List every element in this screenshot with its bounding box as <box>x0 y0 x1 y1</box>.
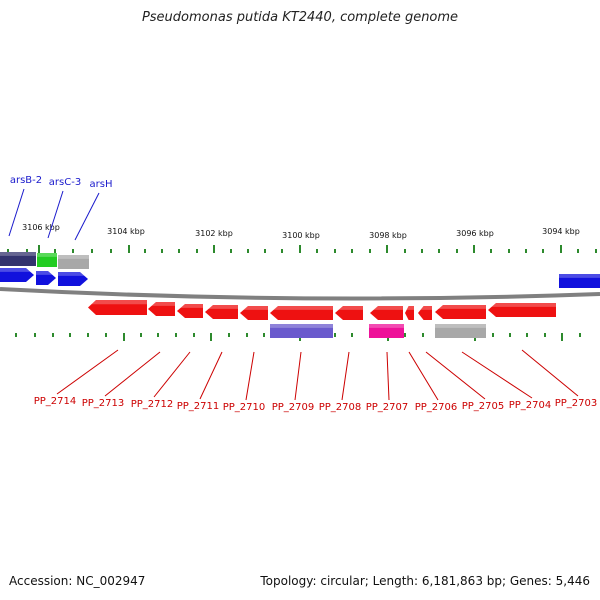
map-title: Pseudomonas putida KT2440, complete geno… <box>141 10 459 25</box>
gene-label[interactable]: PP_2711 <box>177 401 220 412</box>
gene-callout-line <box>8 188 25 237</box>
gene-highlight <box>151 302 175 306</box>
gene-highlight <box>37 253 57 257</box>
gene-callout-line <box>425 351 486 400</box>
accession-text: Accession: NC_002947 <box>9 574 146 588</box>
gene-callout-line <box>47 190 64 239</box>
kbp-scale-label: 3094 kbp <box>542 227 580 236</box>
gene-label[interactable]: PP_2703 <box>555 398 598 409</box>
gene-label[interactable]: PP_2704 <box>509 400 552 411</box>
gene-label[interactable]: arsC-3 <box>49 177 81 188</box>
gene-label[interactable]: arsB-2 <box>10 175 42 186</box>
gene-highlight <box>420 306 432 310</box>
gene-feature[interactable] <box>335 306 363 320</box>
gene-callout-line <box>153 351 191 398</box>
gene-label[interactable]: PP_2713 <box>82 398 125 409</box>
gene-feature[interactable] <box>270 306 333 320</box>
gene-label[interactable]: PP_2709 <box>272 402 315 413</box>
gene-feature[interactable] <box>148 302 175 316</box>
gene-feature[interactable] <box>418 306 432 320</box>
gene-highlight <box>373 306 403 310</box>
gene-highlight <box>208 305 238 309</box>
gene-highlight <box>438 305 486 309</box>
gene-callout-line <box>521 349 579 397</box>
gene-feature[interactable] <box>58 255 89 269</box>
gene-highlight <box>58 255 89 259</box>
gene-highlight <box>435 324 486 328</box>
kbp-scale-label: 3098 kbp <box>369 231 407 240</box>
gene-highlight <box>273 306 333 310</box>
gene-feature[interactable] <box>58 272 88 286</box>
kbp-scale-label: 3106 kbp <box>22 223 60 232</box>
kbp-scale-label: 3102 kbp <box>195 229 233 238</box>
gene-callout-line <box>461 351 533 399</box>
gene-label[interactable]: arsH <box>90 179 113 190</box>
gene-label[interactable]: PP_2706 <box>415 402 458 413</box>
gene-callout-line <box>294 351 302 401</box>
gene-feature[interactable] <box>0 252 36 266</box>
gene-highlight <box>559 274 600 278</box>
gene-feature[interactable] <box>205 305 238 319</box>
gene-feature[interactable] <box>488 303 556 317</box>
kbp-scale-label: 3096 kbp <box>456 229 494 238</box>
genome-summary-text: Topology: circular; Length: 6,181,863 bp… <box>260 574 590 588</box>
kbp-scale-label: 3104 kbp <box>107 227 145 236</box>
gene-callout-line <box>199 351 223 400</box>
gene-callout-line <box>74 192 100 241</box>
gene-callout-line <box>341 351 350 401</box>
gene-label[interactable]: PP_2705 <box>462 401 505 412</box>
gene-callout-line <box>408 351 439 401</box>
gene-feature[interactable] <box>559 274 600 288</box>
gene-label[interactable]: PP_2707 <box>366 402 409 413</box>
gene-label[interactable]: PP_2710 <box>223 402 266 413</box>
gene-feature[interactable] <box>37 253 57 267</box>
gene-feature[interactable] <box>270 324 333 338</box>
gene-highlight <box>180 304 203 308</box>
gene-feature[interactable] <box>435 305 486 319</box>
gene-highlight <box>406 306 414 310</box>
gene-label[interactable]: PP_2708 <box>319 402 362 413</box>
gene-highlight <box>491 303 556 307</box>
gene-highlight <box>338 306 363 310</box>
gene-highlight <box>58 272 85 276</box>
gene-highlight <box>270 324 333 328</box>
gene-highlight <box>369 324 404 328</box>
gene-highlight <box>36 271 53 275</box>
gene-highlight <box>91 300 147 305</box>
gene-highlight <box>0 268 31 272</box>
gene-feature[interactable] <box>405 306 414 320</box>
gene-label[interactable]: PP_2714 <box>34 396 77 407</box>
gene-feature[interactable] <box>36 271 56 285</box>
gene-feature[interactable] <box>369 324 404 338</box>
gene-callout-line <box>386 351 390 401</box>
gene-highlight <box>243 306 268 310</box>
genome-backbone <box>0 287 600 301</box>
gene-callout-line <box>245 351 255 401</box>
gene-feature[interactable] <box>435 324 486 338</box>
gene-callout-line <box>56 349 119 395</box>
gene-callout-line <box>104 351 161 397</box>
gene-feature[interactable] <box>177 304 203 318</box>
gene-highlight <box>0 252 36 256</box>
gene-feature[interactable] <box>0 268 34 282</box>
gene-feature[interactable] <box>370 306 403 320</box>
gene-label[interactable]: PP_2712 <box>131 399 174 410</box>
gene-feature[interactable] <box>88 300 147 315</box>
gene-feature[interactable] <box>240 306 268 320</box>
kbp-scale-label: 3100 kbp <box>282 231 320 240</box>
